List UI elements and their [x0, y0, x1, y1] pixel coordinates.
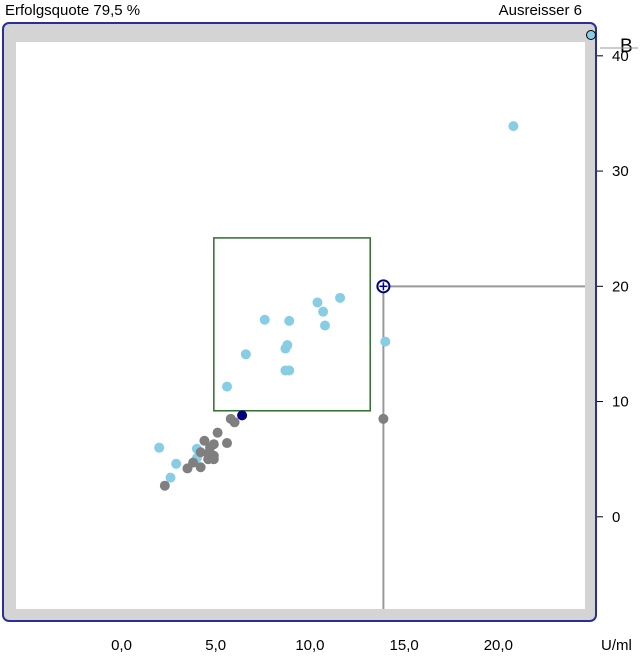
plot-area: [16, 42, 585, 609]
inlier-point: [171, 458, 182, 469]
x-tick-label: 0,0: [111, 637, 132, 654]
outlier-point: [208, 454, 219, 465]
inlier-point: [312, 297, 323, 308]
inlier-point: [319, 320, 330, 331]
outlier-point: [182, 463, 193, 474]
inlier-point: [318, 306, 329, 317]
inlier-point: [154, 442, 165, 453]
y-tick-label: 30: [612, 163, 629, 180]
inlier-point: [508, 121, 519, 132]
outlier-count-label: Ausreisser 6: [498, 2, 582, 19]
y-tick-label: 20: [612, 278, 629, 295]
inlier-point: [335, 292, 346, 303]
inlier-point: [240, 349, 251, 360]
outlier-point: [378, 413, 389, 424]
points-group: [154, 121, 519, 491]
x-tick-label: 10,0: [295, 637, 324, 654]
y-tick-label: 0: [612, 509, 620, 526]
x-tick-label: 15,0: [390, 637, 419, 654]
inlier-point: [284, 315, 295, 326]
inlier-point: [284, 365, 295, 376]
outlier-point: [199, 435, 210, 446]
inlier-point: [259, 314, 270, 325]
crosshair-group: [382, 285, 585, 609]
legend-marker: [586, 30, 596, 40]
x-tick-label: 20,0: [484, 637, 513, 654]
inlier-point: [280, 343, 291, 354]
inlier-point: [165, 472, 176, 483]
success-rate-label: Erfolgsquote 79,5 %: [5, 2, 141, 19]
x-tick-label: 5,0: [205, 637, 226, 654]
y-tick-label: 10: [612, 394, 629, 411]
axes-group: 0 10 20 30 40B 0,0 5,0 10,0 15,0 20,0 U/ml: [111, 30, 638, 654]
y-axis-title: B: [620, 36, 633, 57]
outlier-point: [195, 447, 206, 458]
outlier-point: [212, 427, 223, 438]
y-tick-label: 40: [612, 48, 629, 65]
target-box: [213, 237, 371, 412]
outlier-point: [222, 438, 233, 449]
outlier-point: [159, 480, 170, 491]
outlier-point: [195, 462, 206, 473]
target-box-group: [213, 237, 371, 412]
inlier-point: [222, 381, 233, 392]
selected-point: [237, 410, 248, 421]
x-axis-unit: U/ml: [601, 637, 632, 654]
inlier-point: [380, 336, 391, 347]
outlier-point: [225, 413, 236, 424]
